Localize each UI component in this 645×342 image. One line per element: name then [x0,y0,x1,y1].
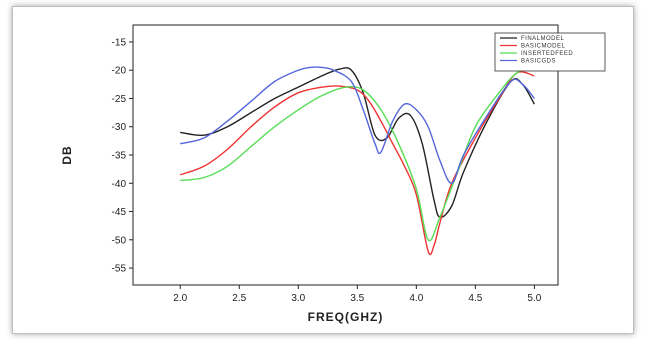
y-tick-label: -25 [112,94,127,105]
x-tick-label: 5.0 [527,293,541,304]
series-line-basicgds [180,66,535,184]
legend-label: FINALMODEL [521,36,565,42]
series-group [179,66,535,256]
line-chart: 2.0 2.5 3.0 3.5 4.0 4.5 5.0 -15 -20 -25 -30 -35 -40… [60,24,606,324]
x-tick-label: 3.0 [291,293,305,304]
y-axis-ticks: -15 -20 -25 -30 -35 -40 -45 -50 -55 [112,37,133,275]
y-axis-label: DB [60,145,74,164]
x-tick-label: 3.5 [350,293,364,304]
x-axis-label: FREQ(GHZ) [308,310,384,324]
x-tick-label: 2.5 [232,293,246,304]
y-tick-label: -35 [112,151,127,162]
legend-label: INSERTEDFEED [521,51,573,57]
plot-area: 2.0 2.5 3.0 3.5 4.0 4.5 5.0 -15 -20 -25 -30 -35 -40… [112,24,559,304]
y-tick-label: -55 [112,264,127,275]
y-tick-label: -15 [112,37,127,48]
x-tick-label: 4.5 [468,293,482,304]
y-tick-label: -30 [112,122,127,133]
y-tick-label: -20 [112,66,127,77]
legend-box [494,32,606,72]
series-line-insertedfeed [180,66,535,242]
y-tick-label: -40 [112,179,127,190]
x-axis-ticks: 2.0 2.5 3.0 3.5 4.0 4.5 5.0 [173,285,542,304]
plot-border [132,24,559,286]
chart-frame: 2.0 2.5 3.0 3.5 4.0 4.5 5.0 -15 -20 -25 -30 -35 -40… [12,6,634,334]
y-tick-label: -45 [112,207,127,218]
x-tick-label: 4.0 [409,293,423,304]
legend-label: BASICMODEL [521,44,566,50]
legend-label: BASICGDS [521,59,556,65]
series-line-basicmodel [179,71,535,256]
x-tick-label: 2.0 [173,293,187,304]
y-tick-label: -50 [112,235,127,246]
